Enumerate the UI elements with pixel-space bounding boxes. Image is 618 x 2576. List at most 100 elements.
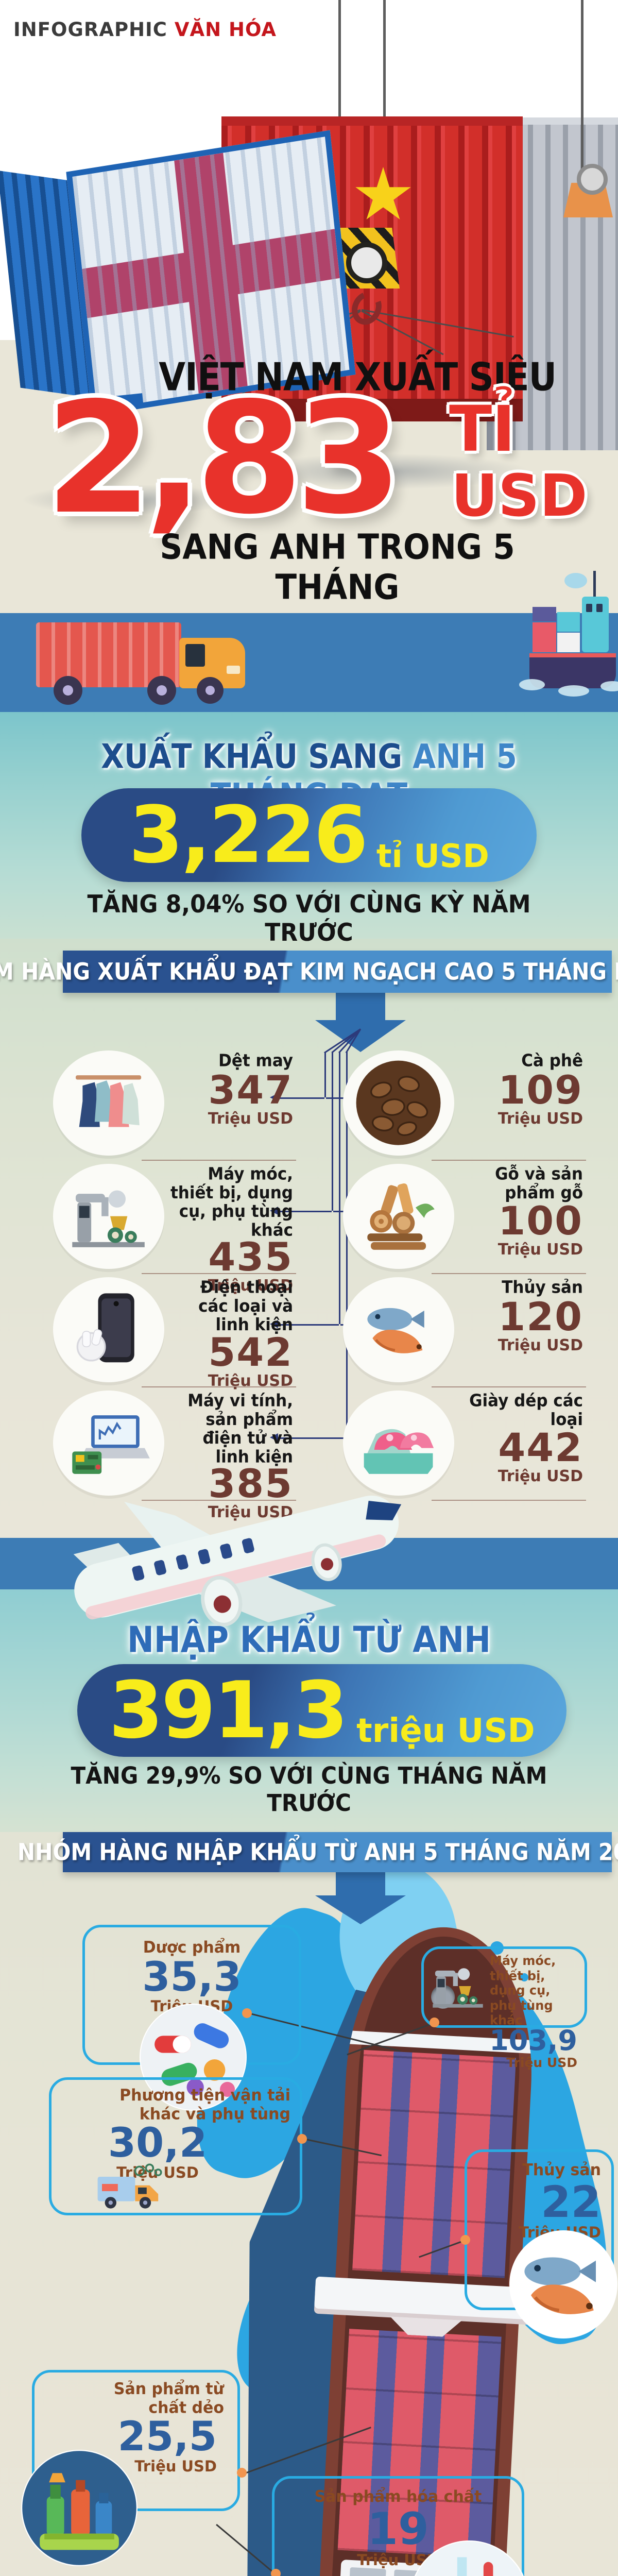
export-item-label: Cà phê [521, 1050, 583, 1071]
vietnam-container-base [221, 399, 523, 421]
export-item-label: Điện thoại các loại và linh kiện [198, 1277, 293, 1335]
export-banner-text: NHÓM HÀNG XUẤT KHẨU ĐẠT KIM NGẠCH CAO 5 … [0, 958, 618, 986]
export-item-machine: Máy móc, thiết bị, dụng cụ, phụ tùng khá… [49, 1162, 296, 1294]
leader-dot [460, 2235, 470, 2245]
plastics-icon [21, 2450, 138, 2566]
export-item-value: 442 [498, 1425, 583, 1471]
connector-line [278, 1437, 346, 1439]
leader-dot [430, 2018, 439, 2027]
wave [600, 681, 618, 691]
connector-line [339, 1052, 340, 1324]
connector-line [278, 1097, 324, 1099]
leader-dot [271, 2569, 281, 2576]
truck-window [185, 644, 205, 667]
main-amount-unit-ti: TỈ [449, 393, 516, 466]
import-item-label: Thủy sản [522, 2160, 601, 2180]
crane-cable [581, 0, 583, 173]
export-item-label: Giày dép các loại [469, 1391, 583, 1430]
export-item-value: 385 [208, 1460, 293, 1506]
wood-icon [343, 1164, 454, 1269]
truck-headlight [227, 666, 240, 674]
wheel-hub [63, 685, 73, 696]
ship-container [557, 612, 580, 632]
connector-line [270, 1433, 278, 1442]
import-item-unit: Triệu USD [506, 2055, 577, 2070]
export-item-value: 435 [208, 1233, 293, 1280]
ship-container [533, 622, 556, 652]
export-item-wood: Gỗ và sản phẩm gỗ 100 Triệu USD [339, 1162, 586, 1274]
leader-dot [237, 2468, 247, 2478]
import-item-label: Dược phẩm [143, 1938, 241, 1957]
export-item-value: 109 [498, 1066, 583, 1113]
export-item-unit: Triệu USD [208, 1276, 293, 1295]
export-item-computer: Máy vi tính, sản phẩm điện tử và linh ki… [49, 1388, 296, 1520]
connector-line [324, 1052, 326, 1097]
export-item-value: 347 [208, 1066, 293, 1113]
connector-line [326, 1097, 356, 1099]
import-item-unit: Triệu USD [134, 2457, 217, 2475]
import-amount: 391,3 [109, 1665, 348, 1756]
export-item-text: Giày dép các loại 442 Triệu USD [456, 1392, 583, 1485]
import-item-value: 19 [367, 2503, 429, 2555]
export-item-text: Máy móc, thiết bị, dụng cụ, phụ tùng khá… [166, 1165, 293, 1294]
crane-pulley-wheel [577, 164, 608, 195]
export-item-unit: Triệu USD [497, 1241, 583, 1259]
export-item-label: Gỗ và sản phẩm gỗ [495, 1164, 583, 1203]
connector-line [270, 1207, 278, 1215]
down-arrow-head [315, 1020, 406, 1052]
export-item-text: Gỗ và sản phẩm gỗ 100 Triệu USD [456, 1165, 583, 1258]
coffee-icon [343, 1050, 454, 1156]
ship-window [596, 604, 603, 612]
export-item-seafood: Thủy sản 120 Triệu USD [339, 1275, 586, 1387]
seafood-icon [343, 1277, 454, 1382]
container-shadow [242, 453, 530, 489]
brand-infographic-label: INFOGRAPHIC [13, 19, 167, 41]
wave [519, 679, 545, 690]
down-arrow-head [315, 1895, 406, 1924]
connector-line [332, 1052, 333, 1211]
export-item-label: Máy móc, thiết bị, dụng cụ, phụ tùng khá… [170, 1164, 293, 1241]
export-item-shoes: Giày dép các loại 442 Triệu USD [339, 1388, 586, 1501]
ship-window [586, 604, 592, 612]
splash-drop [520, 1973, 528, 1981]
export-item-value: 542 [208, 1329, 293, 1376]
crane-pulley-wheel [346, 242, 387, 283]
export-item-unit: Triệu USD [497, 1336, 583, 1354]
import-amount-pill: 391,3 triệu USD [77, 1664, 566, 1757]
connector-line [278, 1324, 339, 1326]
import-item-value: 103,9 [489, 2024, 577, 2057]
import-item-value: 22 [541, 2176, 601, 2227]
import-item-value: 25,5 [117, 2414, 217, 2460]
ship-mast [593, 571, 596, 598]
airplane-illustration [28, 1471, 461, 1626]
shoes-icon [343, 1391, 454, 1496]
import-item-chemicals: Sản phẩm hóa chất 19 Triệu USD [272, 2476, 529, 2576]
crane-cable [383, 0, 386, 232]
clothes-icon [53, 1050, 164, 1156]
wave [558, 685, 589, 697]
import-item-label: Phương tiện vận tải khác và phụ tùng [119, 2086, 290, 2124]
import-item-value: 35,3 [142, 1954, 242, 2001]
export-item-text: Dệt may 347 Triệu USD [166, 1052, 293, 1127]
leader-dot [297, 2134, 307, 2144]
export-growth-note: TĂNG 8,04% SO VỚI CÙNG KỲ NĂM TRƯỚC [87, 890, 531, 947]
import-amount-unit: triệu USD [356, 1711, 535, 1750]
import-banner: NHÓM HÀNG NHẬP KHẨU TỪ ANH 5 THÁNG NĂM 2… [18, 1832, 618, 1872]
import-item-value: 30,2 [108, 2120, 208, 2166]
export-item-phone: Điện thoại các loại và linh kiện 542 Triệu… [49, 1275, 296, 1389]
import-growth-note: TĂNG 29,9% SO VỚI CÙNG THÁNG NĂM TRƯỚC [71, 1762, 547, 1817]
export-banner: NHÓM HÀNG XUẤT KHẨU ĐẠT KIM NGẠCH CAO 5 … [0, 951, 618, 993]
export-item-text: Cà phê 109 Triệu USD [456, 1052, 583, 1127]
down-arrow [336, 1872, 385, 1895]
export-item-text: Máy vi tính, sản phẩm điện tử và linh ki… [166, 1392, 293, 1520]
export-item-unit: Triệu USD [208, 1371, 293, 1390]
export-item-value: 120 [498, 1293, 583, 1340]
connector-line [270, 1093, 278, 1101]
import-banner-text: NHÓM HÀNG NHẬP KHẨU TỪ ANH 5 THÁNG NĂM 2… [17, 1838, 618, 1866]
brand-logo: INFOGRAPHIC VĂN HÓA [13, 19, 277, 41]
ship-container [557, 633, 580, 652]
export-item-unit: Triệu USD [497, 1109, 583, 1128]
import-item-plastics: Sản phẩm từ chất dẻo 25,5 Triệu USD [21, 2370, 240, 2566]
export-amount: 3,226 [129, 789, 368, 880]
